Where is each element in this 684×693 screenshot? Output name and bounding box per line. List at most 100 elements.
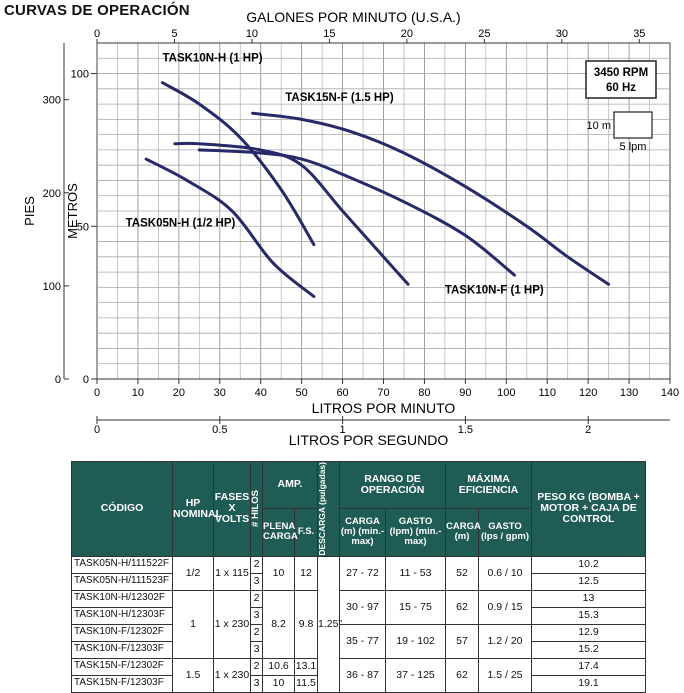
cell-rango-carga: 35 - 77 [339,623,386,659]
cell-peso: 12.5 [531,572,646,591]
cell-hp: 1 [172,589,214,659]
series-line-4 [197,148,516,277]
x-tick-label: 120 [579,387,597,399]
x-tick-label: 140 [661,387,679,399]
cell-fs: 11.5 [294,674,318,693]
cell-codigo: TASK10N-F/12303F [71,640,173,659]
y2-tick-label: 300 [43,95,61,107]
header-hp: HP NOMINAL [172,461,222,557]
header-max-gasto: GASTO (lps / gpm) [478,507,532,557]
cell-peso: 17.4 [531,657,646,676]
cell-fs: 13.1 [294,657,318,676]
x3-tick-label: 0 [94,424,100,436]
cell-fs: 12 [294,555,318,591]
cell-peso: 15.2 [531,640,646,659]
header-hilos: # HILOS [250,461,263,557]
y-tick-label: 50 [77,221,89,233]
cell-codigo: TASK05N-H/111522F [71,555,173,574]
y2-tick-label: 200 [43,188,61,200]
series-label: TASK15N-F (1.5 HP) [285,92,394,104]
series-line-2 [144,157,316,299]
cell-max-carga: 57 [445,623,479,659]
x-tick-label: 50 [296,387,308,399]
cell-fases: 1 x 230 [213,589,251,659]
series-line-3 [173,141,410,286]
table-row: TASK10N-F/12302F 2 35 - 77 19 - 102 57 1… [71,623,646,659]
cell-rango-carga: 36 - 87 [339,657,386,693]
cell-peso: 12.9 [531,623,646,642]
x2-axis-title: GALONES POR MINUTO (U.S.A.) [246,9,460,25]
x2-tick-label: 15 [323,28,335,40]
cell-max-gasto: 0.9 / 15 [478,589,532,625]
header-max-eficiencia: MÁXIMA EFICIENCIA [445,461,532,509]
x2-tick-label: 20 [401,28,413,40]
series-label: TASK05N-H (1/2 HP) [126,217,236,229]
table-row: TASK15N-F/12302F 1.5 1 x 230 2 10.6 13.1… [71,657,646,693]
cell-hilos: 2 [250,657,263,676]
cell-rango-gasto: 15 - 75 [385,589,446,625]
cell-codigo: TASK15N-F/12303F [71,674,173,693]
x2-tick-label: 10 [246,28,258,40]
x-tick-label: 20 [173,387,185,399]
cell-max-gasto: 1.2 / 20 [478,623,532,659]
cell-plena: 10 [262,674,295,693]
x2-tick-label: 35 [633,28,645,40]
cell-max-carga: 62 [445,589,479,625]
cell-peso: 10.2 [531,555,646,574]
x3-tick-label: 0.5 [212,424,227,436]
table-row: TASK10N-F/12303F 3 15.2 [71,640,646,659]
scale-width-label: 5 lpm [620,141,647,153]
x2-tick-label: 0 [94,28,100,40]
header-descarga: DESCARGA (pulgadas) [317,461,340,557]
x-tick-label: 10 [132,387,144,399]
y-tick-label: 0 [83,374,89,386]
x-tick-label: 70 [377,387,389,399]
x-tick-label: 0 [94,387,100,399]
cell-rango-carga: 30 - 97 [339,589,386,625]
chart-curves [144,81,611,299]
cell-rango-gasto: 37 - 125 [385,657,446,693]
table-row: TASK10N-H/12302F 1 1 x 230 2 8.2 9.8 30 … [71,589,646,659]
cell-hp: 1/2 [172,555,214,591]
cell-rango-gasto: 19 - 102 [385,623,446,659]
x-tick-label: 100 [497,387,515,399]
x-axis-title: LITROS POR MINUTO [312,400,456,416]
hz-label: 60 Hz [606,82,636,94]
header-peso: PESO KG (BOMBA + MOTOR + CAJA DE CONTROL [531,461,646,557]
x3-tick-label: 1 [340,424,346,436]
cell-plena: 8.2 [262,589,295,659]
table-row: TASK10N-H/12303F 3 15.3 [71,606,646,625]
header-amp: AMP. [262,461,318,509]
cell-hilos: 2 [250,555,263,574]
performance-curves-chart: 0 10 20 30 40 50 60 70 80 90 100 110 120 130 140LITROS… [22,9,679,448]
header-rango-gasto: GASTO (lpm) (min.-max) [385,507,446,557]
cell-rango-carga: 27 - 72 [339,555,386,591]
rpm-box [585,60,657,99]
cell-fases: 1 x 230 [213,657,251,693]
cell-plena: 10 [262,555,295,591]
x3-tick-label: 2 [585,424,591,436]
x3-tick-label: 1.5 [458,424,473,436]
specifications-table: CÓDIGO HP NOMINAL FASES X VOLTS # HILOS … [71,461,646,693]
cell-hilos: 2 [250,589,263,608]
chart-labels: TASK10N-H (1 HP) TASK15N-F (1.5 HP) TASK05… [126,52,657,296]
cell-rango-gasto: 11 - 53 [385,555,446,591]
header-fs: F.S. [294,507,318,557]
cell-max-carga: 52 [445,555,479,591]
cell-peso: 13 [531,589,646,608]
cell-descarga: 1.25" [317,555,342,693]
cell-codigo: TASK10N-H/12303F [71,606,173,625]
cell-max-carga: 62 [445,657,479,693]
cell-hilos: 3 [250,572,263,591]
x-tick-label: 80 [418,387,430,399]
cell-peso: 19.1 [531,674,646,693]
cell-hp: 1.5 [172,657,214,693]
x2-tick-label: 30 [556,28,568,40]
x-tick-label: 90 [459,387,471,399]
y-axis-title: METROS [65,183,80,239]
chart-axes: 0 10 20 30 40 50 60 70 80 90 100 110 120 130 140LITROS… [22,9,679,448]
y2-tick-label: 0 [55,374,61,386]
header-max-carga: CARGA (m) [445,507,481,557]
cell-codigo: TASK05N-H/111523F [71,572,173,591]
cell-hilos: 3 [250,640,263,659]
